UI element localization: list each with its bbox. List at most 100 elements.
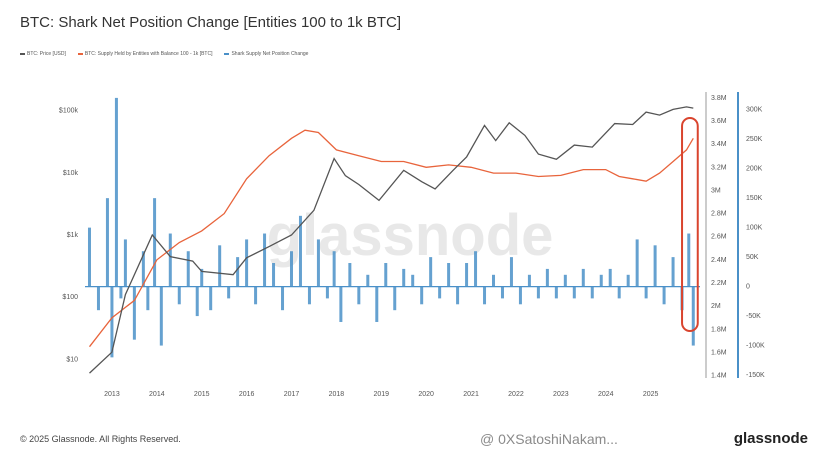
net-position-bar: [348, 263, 352, 287]
net-position-bar: [200, 268, 204, 287]
y-supply-tick-label: 2M: [711, 303, 721, 310]
net-position-bar: [218, 245, 222, 287]
x-tick-label: 2019: [373, 391, 389, 398]
chart-legend: BTC: Price [USD] BTC: Supply Held by Ent…: [20, 51, 308, 57]
net-position-bar: [563, 274, 567, 287]
y-left-tick-label: $100k: [59, 108, 79, 115]
net-position-bar: [492, 274, 496, 287]
y-supply-tick-label: 3.8M: [711, 95, 727, 102]
net-position-bar: [254, 286, 258, 305]
net-position-bar: [554, 286, 558, 299]
net-position-bar: [572, 286, 576, 299]
net-position-bar: [384, 263, 388, 287]
y-supply-tick-label: 3M: [711, 187, 721, 194]
y-right-tick-label: -150K: [746, 372, 765, 379]
legend-label-net-change: Shark Supply Net Position Change: [231, 51, 309, 57]
net-position-bar: [177, 286, 181, 305]
legend-label-price: BTC: Price [USD]: [27, 51, 66, 57]
net-position-bar: [393, 286, 397, 311]
net-position-bar: [298, 215, 302, 287]
net-position-bar: [236, 257, 240, 287]
legend-label-supply: BTC: Supply Held by Entities with Balanc…: [84, 51, 213, 57]
net-position-bar: [536, 286, 540, 299]
x-tick-label: 2015: [194, 391, 210, 398]
x-tick-label: 2014: [149, 391, 165, 398]
net-position-bar: [375, 286, 379, 322]
author-credit[interactable]: @ 0XSatoshiNakam...: [480, 431, 618, 447]
x-tick-label: 2024: [598, 391, 614, 398]
copyright-text: © 2025 Glassnode. All Rights Reserved.: [20, 434, 181, 444]
net-position-bar: [599, 274, 603, 287]
net-position-bar: [339, 286, 343, 322]
legend-item-supply[interactable]: BTC: Supply Held by Entities with Balanc…: [77, 51, 213, 57]
net-position-bar: [402, 268, 406, 287]
x-tick-label: 2017: [284, 391, 300, 398]
y-supply-tick-label: 3.6M: [711, 118, 727, 125]
axes: 2013 2014 2015 2016 2017 2018 2019 2020 2021 2022…: [59, 92, 765, 398]
x-tick-label: 2021: [463, 391, 479, 398]
y-supply-tick-label: 2.4M: [711, 257, 727, 264]
series-lines: [88, 106, 694, 374]
y-right-tick-label: -100K: [746, 343, 765, 350]
highlight-box: [681, 117, 699, 332]
net-position-bar: [420, 286, 424, 305]
net-position-bar: [691, 286, 695, 346]
y-right-tick-label: 0: [746, 284, 750, 291]
net-position-bar: [119, 286, 123, 299]
net-position-bar: [474, 251, 478, 287]
legend-swatch-net-change: [224, 53, 230, 55]
brand-logo: glassnode: [733, 430, 808, 447]
y-left-tick-label: $10: [66, 356, 78, 363]
net-position-bar: [456, 286, 460, 305]
net-position-bar: [289, 251, 293, 287]
y-supply-tick-label: 2.8M: [711, 211, 727, 218]
supply-line: [88, 129, 694, 348]
net-position-bar: [281, 286, 285, 311]
net-position-bar: [465, 263, 469, 287]
net-position-bar: [272, 263, 276, 287]
y-right-tick-label: -50K: [746, 313, 761, 320]
net-position-bar: [141, 251, 145, 287]
net-position-bar: [96, 286, 100, 311]
net-position-bar: [438, 286, 442, 299]
net-position-bar: [245, 239, 249, 287]
net-position-bar: [263, 233, 267, 287]
net-position-bar: [545, 268, 549, 287]
legend-swatch-price: [20, 53, 25, 55]
y-supply-tick-label: 1.6M: [711, 350, 727, 357]
net-position-bar: [316, 239, 320, 287]
net-position-bar: [227, 286, 231, 299]
net-position-bar: [132, 286, 136, 340]
net-position-bar: [186, 251, 190, 287]
y-right-tick-label: 250K: [746, 136, 763, 143]
y-right-tick-label: 150K: [746, 195, 763, 202]
y-right-tick-label: 300K: [746, 107, 763, 114]
net-position-bar: [447, 263, 451, 287]
legend-item-net-change[interactable]: Shark Supply Net Position Change: [224, 51, 308, 57]
x-tick-label: 2016: [239, 391, 255, 398]
net-position-bar: [87, 227, 91, 287]
net-position-bar: [429, 257, 433, 287]
y-supply-tick-label: 1.4M: [711, 373, 727, 380]
net-position-bar: [307, 286, 311, 305]
net-position-bar: [608, 268, 612, 287]
x-tick-label: 2025: [643, 391, 659, 398]
net-position-bar: [110, 286, 114, 358]
net-position-bar: [581, 268, 585, 287]
y-left-tick-label: $10k: [63, 170, 79, 177]
net-position-bar: [105, 198, 109, 287]
chart-watermark: glassnode: [267, 203, 554, 268]
x-tick-label: 2018: [329, 391, 345, 398]
y-supply-tick-label: 3.4M: [711, 141, 727, 148]
y-right-tick-label: 200K: [746, 166, 763, 173]
x-tick-label: 2013: [104, 391, 120, 398]
net-position-bar: [168, 233, 172, 287]
net-position-bar: [366, 274, 370, 287]
net-position-bar: [626, 274, 630, 287]
net-position-bar: [332, 251, 336, 287]
legend-item-price[interactable]: BTC: Price [USD]: [20, 51, 66, 57]
net-position-bar: [653, 245, 657, 287]
net-position-bar: [159, 286, 163, 346]
y-supply-tick-label: 2.6M: [711, 234, 727, 241]
net-position-bar: [195, 286, 199, 317]
